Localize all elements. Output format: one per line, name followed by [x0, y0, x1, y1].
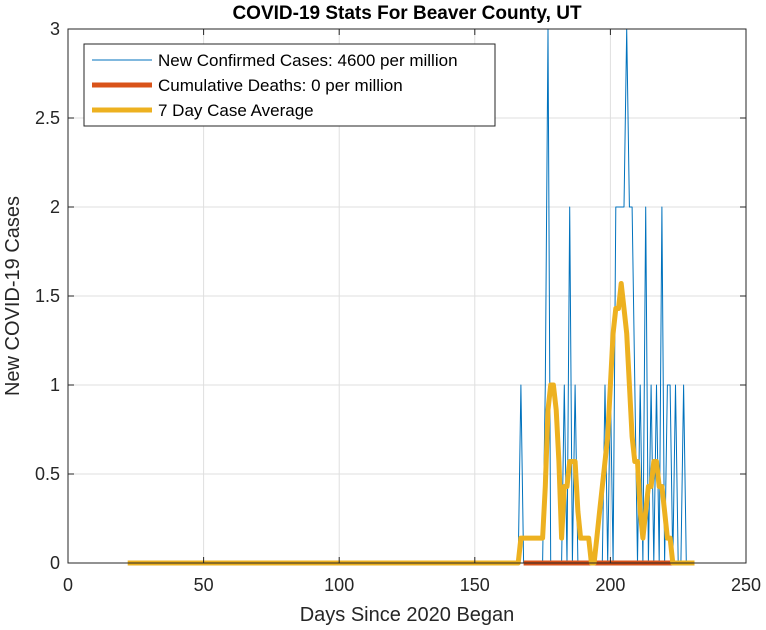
- x-tick-label: 250: [731, 575, 761, 595]
- x-axis-label: Days Since 2020 Began: [300, 604, 515, 626]
- legend-box: [83, 43, 496, 127]
- y-tick-label: 2: [50, 197, 60, 217]
- legend-label-deaths: Cumulative Deaths: 0 per million: [158, 76, 403, 95]
- y-ticks: 0 0.5 1 1.5 2 2.5 3: [35, 19, 746, 573]
- y-tick-label: 1.5: [35, 286, 60, 306]
- legend-label-average: 7 Day Case Average: [158, 101, 314, 120]
- x-ticks: 0 50 100 150 200 250: [63, 29, 761, 595]
- x-tick-label: 100: [324, 575, 354, 595]
- legend-label-new-cases: New Confirmed Cases: 4600 per million: [158, 51, 458, 70]
- y-tick-label: 1: [50, 375, 60, 395]
- x-tick-label: 150: [460, 575, 490, 595]
- y-tick-label: 0.5: [35, 464, 60, 484]
- x-tick-label: 0: [63, 575, 73, 595]
- x-tick-label: 200: [595, 575, 625, 595]
- x-tick-label: 50: [194, 575, 214, 595]
- y-tick-label: 0: [50, 553, 60, 573]
- legend: New Confirmed Cases: 4600 per million Cu…: [83, 43, 496, 127]
- chart-title: COVID-19 Stats For Beaver County, UT: [232, 3, 582, 24]
- series-7-day-average: [127, 281, 695, 566]
- y-axis-label: New COVID-19 Cases: [2, 196, 24, 396]
- y-tick-label: 3: [50, 19, 60, 39]
- y-tick-label: 2.5: [35, 108, 60, 128]
